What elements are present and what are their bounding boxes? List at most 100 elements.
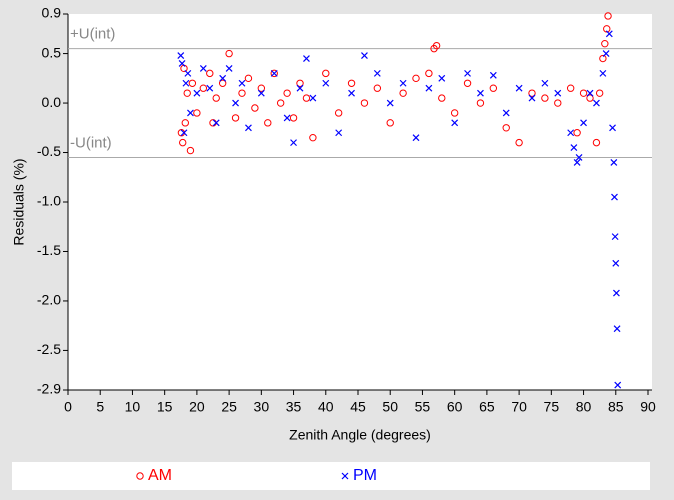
data-point [502,124,510,132]
x-tick-label: 65 [479,399,495,415]
data-point [425,84,433,92]
legend-marker [341,472,349,480]
marker-stroke [206,84,214,92]
data-point [199,64,207,72]
marker-stroke [245,124,252,132]
marker-stroke [177,52,185,59]
legend-box [12,462,650,490]
data-point [232,99,239,107]
data-point [567,129,575,137]
marker-stroke [528,94,536,102]
data-point [225,49,233,58]
marker-stroke [614,381,622,389]
data-point [296,84,304,92]
data-point [322,69,330,78]
data-point [361,52,368,59]
marker-stroke [464,69,471,77]
data-point [579,89,588,97]
data-point [270,69,278,77]
data-point [592,138,601,147]
data-point [601,39,609,48]
x-tick-label: 25 [221,399,237,415]
x-axis-label: Zenith Angle (degrees) [289,427,431,443]
legend-marker [136,472,144,480]
data-point [231,114,240,122]
marker-stroke [477,89,484,97]
y-tick-label: -2.0 [37,292,61,308]
data-point [451,119,459,127]
data-point [180,129,188,137]
marker-stroke [602,50,610,58]
data-point [257,84,266,92]
marker-stroke [489,71,497,79]
data-point [219,74,227,82]
marker-stroke [605,30,613,38]
data-point [586,89,594,97]
marker-stroke [309,94,317,102]
marker-stroke [238,79,246,87]
data-point [290,139,297,147]
y-tick-label: 0.0 [42,94,62,110]
data-point [554,99,562,107]
data-point [570,144,578,152]
data-point [238,79,246,87]
data-point [245,124,252,132]
y-tick-label: -1.5 [37,242,61,258]
data-point [270,69,278,78]
data-point [206,84,214,92]
data-point [386,119,394,127]
data-point [438,74,446,82]
marker-stroke [502,109,510,117]
data-point [303,55,310,62]
data-point [347,79,356,87]
y-tick-label: -2.9 [37,381,61,397]
x-tick-label: 0 [64,399,72,415]
data-point [425,69,433,78]
data-point [528,94,536,102]
marker-stroke [580,119,587,127]
marker-stroke [348,89,355,97]
data-point [187,109,194,117]
marker-stroke [386,99,394,107]
data-point [373,69,381,77]
x-tick-label: 15 [157,399,173,415]
marker-stroke [232,99,239,107]
data-point [612,289,620,297]
data-point [595,89,604,97]
marker-stroke [303,55,310,62]
data-point [609,124,616,132]
data-point [528,89,536,97]
y-tick-label: 0.5 [42,44,62,60]
data-point [515,84,523,92]
marker-stroke [611,193,618,201]
data-point [206,69,214,78]
data-point [179,138,187,147]
x-tick-label: 75 [544,399,560,415]
data-point [296,79,304,87]
data-point [611,193,618,201]
marker-stroke [570,144,578,152]
data-point [283,114,291,122]
data-point [611,233,619,241]
data-point [476,99,485,107]
data-point [244,74,253,83]
data-point [399,89,407,97]
marker-stroke [609,124,616,132]
marker-stroke [219,74,227,82]
data-point [412,134,420,142]
marker-stroke [341,472,349,480]
data-point [412,74,420,83]
data-point [489,84,498,92]
marker-stroke [399,79,407,87]
x-tick-label: 80 [576,399,592,415]
data-point [283,89,291,97]
data-point [335,129,343,137]
data-point [541,94,549,102]
y-tick-label: -2.5 [37,341,61,357]
marker-stroke [541,79,549,87]
data-point [178,60,186,67]
data-point [450,109,459,117]
reference-label: +U(int) [70,26,115,43]
